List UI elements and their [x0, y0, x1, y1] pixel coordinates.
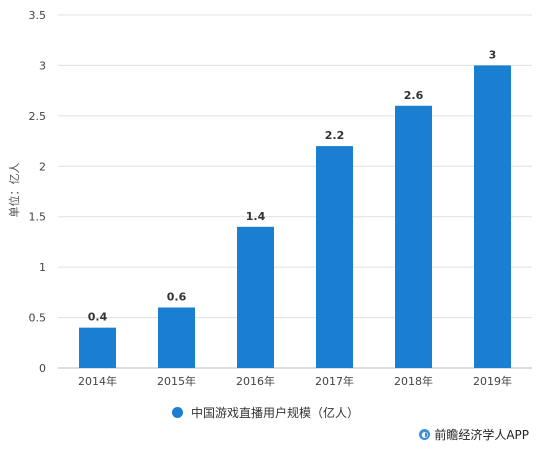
x-tick-label: 2019年	[473, 374, 512, 388]
x-tick-label: 2018年	[394, 374, 433, 388]
y-tick-label: 0.5	[29, 312, 47, 325]
data-label: 2.2	[325, 129, 345, 142]
y-tick-label: 3	[39, 59, 46, 72]
data-label: 3	[489, 48, 497, 61]
data-label: 0.4	[88, 311, 108, 324]
grid-lines	[58, 14, 532, 319]
y-tick-label: 1	[39, 261, 46, 274]
bar-2018年	[395, 105, 432, 369]
y-tick-label: 2.5	[29, 110, 47, 123]
bar-2017年	[316, 146, 353, 368]
x-tick-label: 2016年	[236, 374, 275, 388]
source-text: 前瞻经济学人APP	[434, 428, 529, 442]
bar-2019年	[474, 65, 511, 368]
y-tick-label: 2	[39, 160, 46, 173]
y-tick-label: 1.5	[29, 211, 47, 224]
y-axis-label: 单位：亿人	[7, 163, 21, 218]
bars	[79, 65, 511, 369]
axes: 0 0.5 1 1.5 2 2.5 3 3.5 2014年 2015年 2016年 2017年 2018…	[29, 9, 532, 388]
legend-label: 中国游戏直播用户规模（亿人）	[191, 406, 360, 420]
source-credit: ◐ 前瞻经济学人APP	[419, 426, 529, 443]
x-tick-label: 2015年	[157, 374, 196, 388]
data-label: 0.6	[167, 290, 187, 303]
legend: 中国游戏直播用户规模（亿人）	[172, 404, 359, 421]
bar-2015年	[158, 307, 195, 368]
legend-swatch	[172, 407, 183, 418]
y-tick-label: 0	[39, 362, 46, 375]
data-labels: 0.4 0.6 1.4 2.2 2.6 3	[88, 48, 497, 323]
y-tick-label: 3.5	[29, 9, 47, 22]
bar-2014年	[79, 327, 116, 368]
bar-2016年	[237, 226, 274, 368]
circle-logo-icon: ◐	[419, 429, 431, 440]
x-tick-label: 2014年	[78, 374, 117, 388]
x-tick-label: 2017年	[315, 374, 354, 388]
data-label: 2.6	[404, 89, 424, 102]
data-label: 1.4	[246, 210, 266, 223]
